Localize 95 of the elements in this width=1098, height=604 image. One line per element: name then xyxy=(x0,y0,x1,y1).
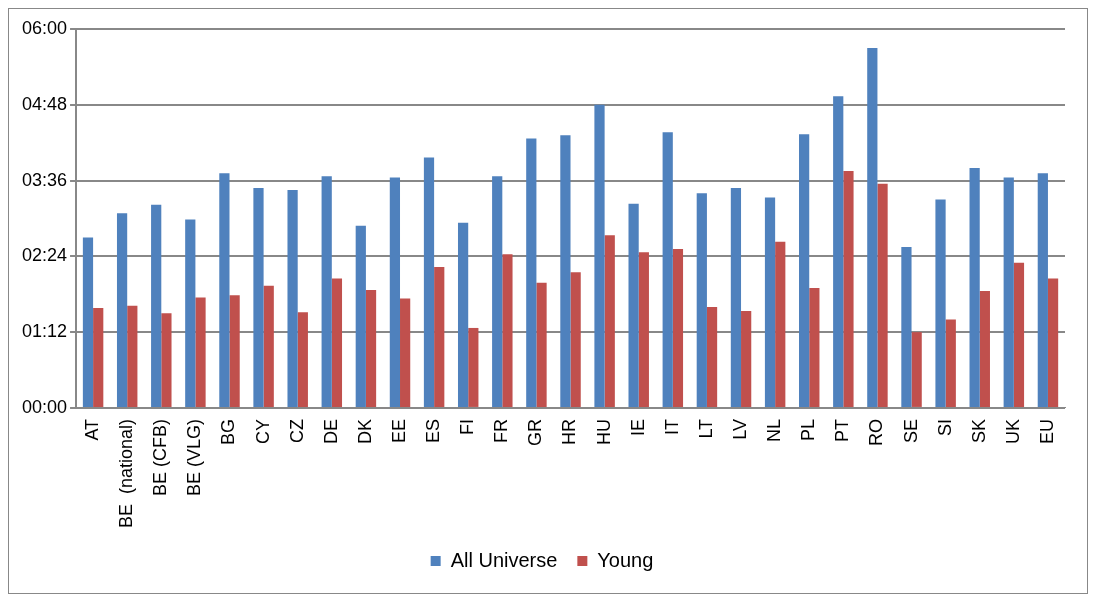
bar xyxy=(911,332,922,407)
bar xyxy=(662,132,673,407)
bar xyxy=(696,193,707,407)
x-tick-label: BE (CFB) xyxy=(150,418,171,496)
x-tick-label: FI xyxy=(457,418,478,435)
bar xyxy=(877,183,888,407)
bar xyxy=(1047,278,1059,407)
x-tick-label: PT xyxy=(832,418,853,442)
y-tick-label: 03:36 xyxy=(22,169,68,190)
y-tick-label: 06:00 xyxy=(22,17,68,38)
bar xyxy=(365,290,377,407)
bar xyxy=(799,134,810,407)
y-tick-label: 04:48 xyxy=(22,93,68,114)
y-tick-label: 00:00 xyxy=(22,396,68,417)
bar xyxy=(127,305,138,407)
bar xyxy=(93,307,104,407)
bar xyxy=(945,319,956,407)
bar xyxy=(502,254,513,407)
bar xyxy=(764,197,776,407)
bar xyxy=(423,157,435,407)
x-tick-label: LT xyxy=(695,418,716,439)
x-tick-label: SK xyxy=(968,418,989,443)
bar xyxy=(287,190,298,407)
x-tick-label: IT xyxy=(661,418,682,435)
bar xyxy=(263,285,274,407)
bar xyxy=(82,237,94,407)
legend-label: Young xyxy=(597,548,654,571)
bar xyxy=(321,176,332,407)
bar xyxy=(492,176,503,407)
x-tick-label: NL xyxy=(764,418,785,442)
bar xyxy=(706,306,718,407)
bar xyxy=(219,173,230,407)
bar xyxy=(1037,173,1048,407)
x-tick-label: CY xyxy=(252,418,273,444)
bar xyxy=(526,138,537,407)
bar xyxy=(400,298,411,407)
bar xyxy=(628,203,639,407)
x-tick-label: GR xyxy=(525,418,546,446)
bar xyxy=(389,177,401,407)
bar xyxy=(775,241,786,407)
x-tick-label: HU xyxy=(593,418,614,445)
bar xyxy=(434,266,445,407)
x-tick-label: IE xyxy=(627,418,648,436)
bar xyxy=(1003,177,1014,407)
x-tick-label: CZ xyxy=(286,418,307,443)
bar xyxy=(570,272,581,407)
bar xyxy=(843,171,854,407)
bar xyxy=(185,219,196,407)
bar xyxy=(331,278,343,407)
x-tick-label: PL xyxy=(798,418,819,441)
bar xyxy=(594,104,605,407)
bar xyxy=(355,225,366,407)
x-tick-label: AT xyxy=(82,418,103,441)
bar xyxy=(151,204,162,407)
x-tick-label: DK xyxy=(354,418,375,444)
bar xyxy=(638,252,649,407)
x-tick-label: DE xyxy=(320,418,341,444)
x-tick-label: EU xyxy=(1036,418,1057,444)
x-tick-label: BE (national) xyxy=(116,418,137,529)
bar xyxy=(536,282,547,407)
x-tick-label: BG xyxy=(218,418,239,445)
bar xyxy=(935,199,946,407)
bar xyxy=(195,297,206,407)
x-tick-label: FR xyxy=(491,418,512,443)
x-tick-label: ES xyxy=(423,418,444,443)
x-tick-label: SE xyxy=(900,418,921,443)
bar xyxy=(833,96,844,407)
bar xyxy=(229,295,240,407)
bar xyxy=(1013,262,1025,407)
x-tick-label: UK xyxy=(1002,418,1023,444)
bar xyxy=(161,313,172,407)
x-tick-label: BE (VLG) xyxy=(184,418,205,496)
x-tick-label: RO xyxy=(866,418,887,446)
bar xyxy=(253,187,264,407)
legend-label: All Universe xyxy=(450,548,558,571)
bar xyxy=(560,135,571,407)
x-tick-label: LV xyxy=(730,418,750,440)
bar xyxy=(297,312,308,407)
bar xyxy=(457,222,469,407)
x-tick-label: HR xyxy=(559,418,580,445)
bar xyxy=(116,213,128,407)
bar xyxy=(741,311,752,407)
x-tick-label: SI xyxy=(934,418,955,436)
bar xyxy=(604,235,615,407)
y-tick-label: 01:12 xyxy=(22,321,68,342)
bar xyxy=(979,291,990,407)
bar xyxy=(468,327,479,407)
bar xyxy=(867,47,878,407)
bar xyxy=(901,246,912,407)
bar xyxy=(672,249,684,407)
x-tick-label: EE xyxy=(388,418,409,443)
bar xyxy=(809,287,820,407)
bar xyxy=(730,187,742,407)
y-tick-label: 02:24 xyxy=(22,245,68,266)
bar xyxy=(969,167,980,407)
